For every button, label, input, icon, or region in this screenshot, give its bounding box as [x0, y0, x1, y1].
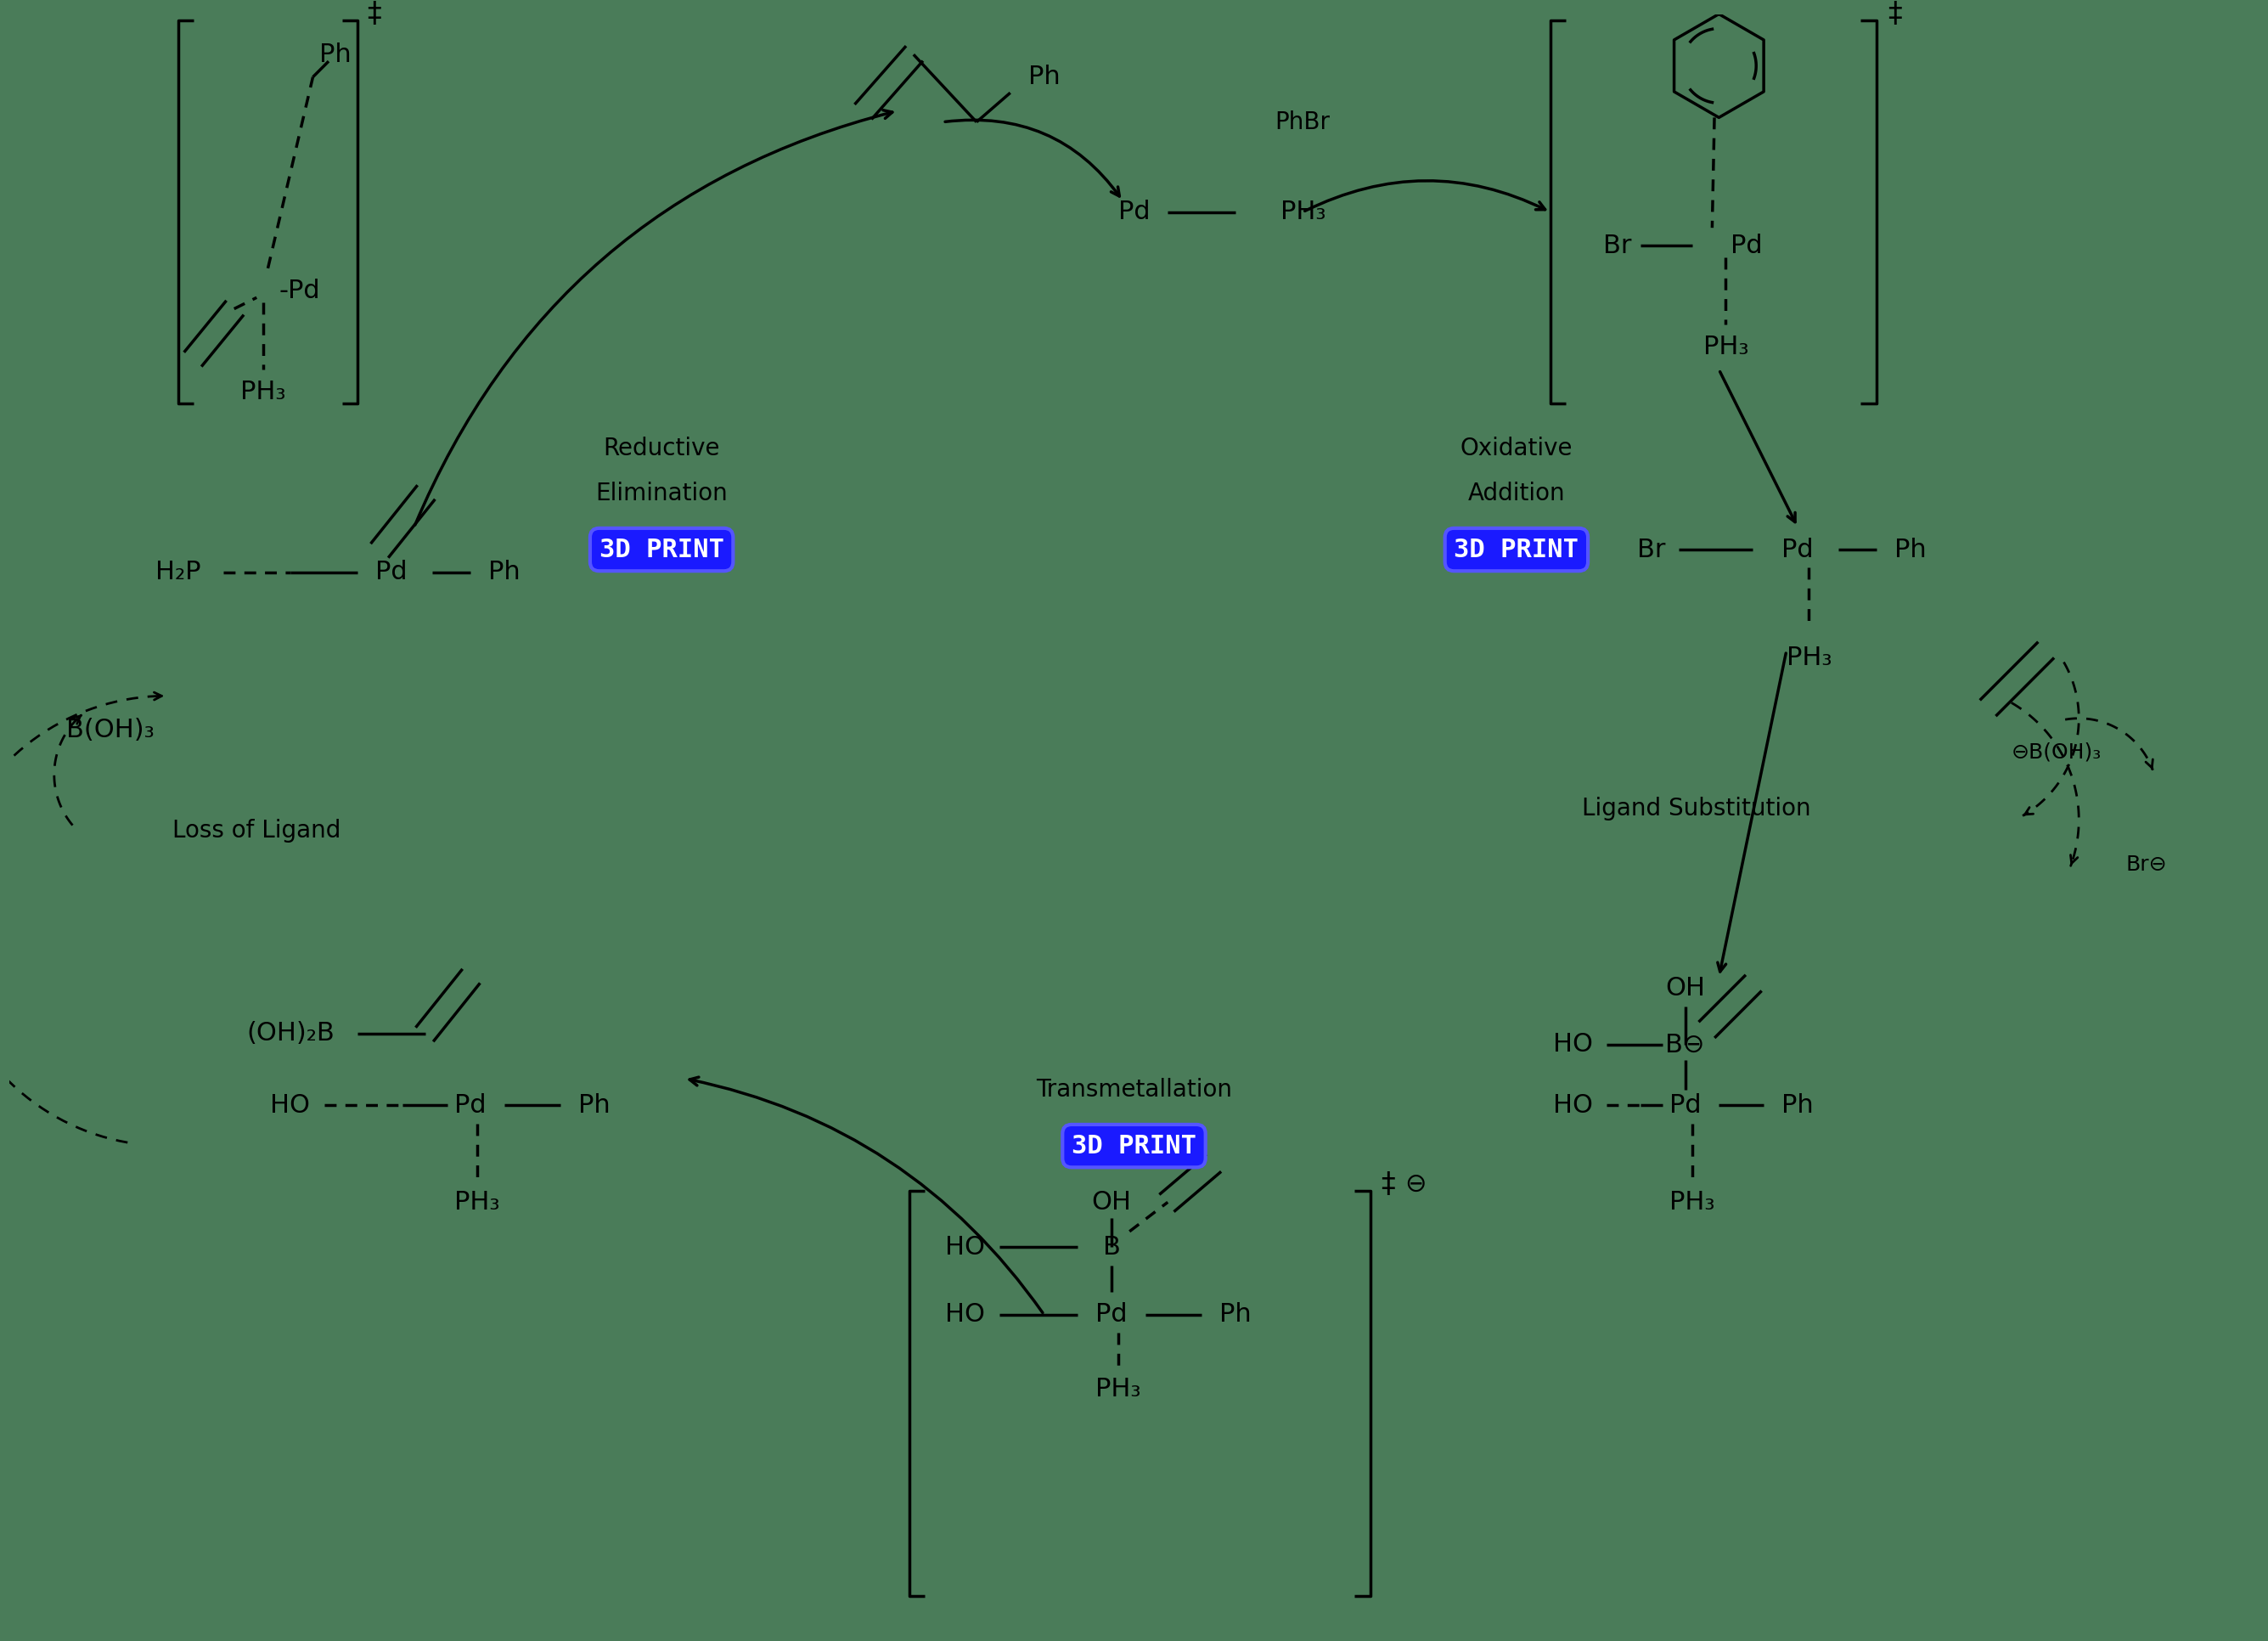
Text: PH₃: PH₃	[1703, 335, 1749, 359]
Text: OH: OH	[1665, 976, 1706, 1001]
Text: ‡: ‡	[1887, 0, 1901, 28]
Text: Ph: Ph	[488, 560, 519, 584]
Text: B: B	[1102, 1236, 1120, 1260]
Text: PhBr: PhBr	[1275, 110, 1331, 135]
Text: Ph: Ph	[1894, 537, 1926, 561]
Text: Reductive: Reductive	[603, 437, 719, 459]
Text: OH: OH	[1091, 1190, 1132, 1214]
Text: PH₃: PH₃	[1669, 1190, 1715, 1214]
Text: Pd: Pd	[454, 1093, 485, 1118]
Text: Pd: Pd	[376, 560, 408, 584]
Text: ‡: ‡	[367, 0, 381, 28]
Text: PH₃: PH₃	[454, 1190, 499, 1214]
Text: PH₃: PH₃	[1279, 200, 1327, 225]
Text: Pd: Pd	[1095, 1303, 1127, 1328]
Text: Ph: Ph	[1220, 1303, 1252, 1328]
Text: Elimination: Elimination	[596, 481, 728, 505]
Text: (OH)₂B: (OH)₂B	[247, 1021, 333, 1045]
Text: Pd: Pd	[1669, 1093, 1701, 1118]
Text: Br: Br	[1603, 233, 1633, 258]
Text: H₂P: H₂P	[154, 560, 200, 584]
Text: ⊖: ⊖	[1404, 1172, 1427, 1196]
Text: Transmetallation: Transmetallation	[1036, 1078, 1232, 1101]
Text: 3D PRINT: 3D PRINT	[599, 537, 723, 561]
Text: Ligand Substitution: Ligand Substitution	[1583, 796, 1810, 820]
Text: Ph: Ph	[1783, 1093, 1814, 1118]
Text: HO: HO	[1554, 1093, 1592, 1118]
Text: PH₃: PH₃	[240, 379, 286, 404]
Text: B⊖: B⊖	[1665, 1032, 1706, 1057]
Text: HO: HO	[1554, 1032, 1592, 1057]
Text: Br: Br	[1637, 537, 1665, 561]
Text: Pd: Pd	[1783, 537, 1814, 561]
Text: Br⊖: Br⊖	[2125, 855, 2166, 875]
Text: B(OH)₃: B(OH)₃	[66, 717, 154, 742]
Text: Loss of Ligand: Loss of Ligand	[172, 819, 340, 843]
Text: HO: HO	[270, 1093, 311, 1118]
Text: 3D PRINT: 3D PRINT	[1070, 1134, 1198, 1159]
Text: PH₃: PH₃	[1787, 645, 1833, 670]
Text: -Pd: -Pd	[279, 279, 320, 304]
Text: Addition: Addition	[1467, 481, 1565, 505]
Text: Pd: Pd	[1118, 200, 1150, 225]
Text: HO: HO	[946, 1303, 984, 1328]
Text: Ph: Ph	[320, 43, 352, 67]
Text: 3D PRINT: 3D PRINT	[1454, 537, 1579, 561]
Text: ‡: ‡	[1381, 1170, 1395, 1198]
Text: Ph: Ph	[1027, 64, 1059, 89]
Text: PH₃: PH₃	[1095, 1377, 1141, 1401]
Text: Ph: Ph	[578, 1093, 610, 1118]
Text: Oxidative: Oxidative	[1461, 437, 1572, 459]
Text: ⊖B(OH)₃: ⊖B(OH)₃	[2012, 742, 2102, 763]
Text: Pd: Pd	[1730, 233, 1762, 258]
Text: HO: HO	[946, 1236, 984, 1260]
